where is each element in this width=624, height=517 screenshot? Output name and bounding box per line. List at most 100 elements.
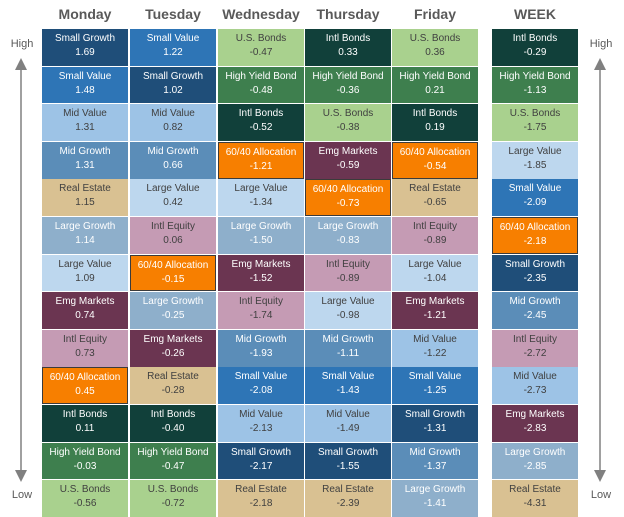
asset-cell: Small Growth -1.55 [305, 442, 391, 480]
asset-cell: Mid Growth -1.11 [305, 329, 391, 367]
asset-cell: Mid Growth 0.66 [130, 141, 216, 179]
asset-cell: Intl Bonds 0.19 [392, 104, 478, 141]
asset-name: Mid Growth [59, 145, 111, 157]
asset-cell: U.S. Bonds -0.56 [42, 480, 128, 517]
asset-return-value: -0.03 [73, 460, 97, 472]
left-low-label: Low [11, 489, 33, 501]
asset-return-value: -0.98 [336, 310, 360, 322]
asset-name: Mid Growth [235, 333, 287, 345]
asset-return-value: -2.18 [523, 236, 547, 247]
asset-cell: Intl Bonds -0.29 [492, 29, 578, 66]
asset-return-value: 0.74 [75, 310, 95, 322]
asset-name: Small Value [146, 33, 200, 44]
asset-return-value: 0.33 [338, 47, 358, 58]
asset-return-value: -1.41 [423, 498, 447, 510]
column-header-wednesday: Wednesday [222, 6, 300, 22]
asset-name: Small Growth [230, 446, 291, 458]
asset-cell: Mid Growth -1.93 [218, 329, 304, 367]
asset-cell: Intl Bonds 0.33 [305, 29, 391, 66]
asset-name: Intl Bonds [512, 33, 558, 44]
asset-return-value: -1.22 [423, 347, 447, 359]
asset-return-value: -0.29 [523, 47, 547, 58]
asset-cell: Mid Value -2.73 [492, 367, 578, 405]
right-low-label: Low [590, 489, 612, 501]
asset-name: 60/40 Allocation [49, 372, 121, 384]
asset-cell: Intl Bonds 0.11 [42, 405, 128, 442]
asset-cell: Mid Growth -2.45 [492, 292, 578, 329]
asset-cell: Emg Markets -0.26 [130, 329, 216, 367]
asset-cell: Mid Value -2.13 [218, 405, 304, 442]
asset-return-value: -1.21 [249, 160, 273, 172]
asset-cell: Large Growth -0.25 [130, 292, 216, 329]
asset-cell: Large Value -0.98 [305, 292, 391, 329]
asset-cell: Intl Equity -2.72 [492, 329, 578, 367]
asset-name: Intl Bonds [325, 33, 371, 44]
asset-return-value: -0.65 [423, 197, 447, 209]
asset-cell: Small Growth -2.17 [218, 442, 304, 480]
asset-name: U.S. Bonds [147, 484, 199, 496]
asset-cell: Large Growth -2.85 [492, 442, 578, 480]
asset-cell: U.S. Bonds -0.72 [130, 480, 216, 517]
asset-return-value: -0.40 [161, 423, 185, 434]
asset-return-value: -0.52 [249, 122, 273, 134]
asset-return-value: -2.85 [523, 460, 547, 472]
asset-return-value: -2.08 [249, 385, 273, 397]
asset-name: High Yield Bond [49, 446, 121, 458]
asset-name: 60/40 Allocation [399, 146, 471, 158]
asset-cell: Intl Equity -0.89 [392, 217, 478, 254]
asset-cell: U.S. Bonds 0.36 [392, 29, 478, 66]
asset-name: Small Growth [504, 258, 565, 270]
asset-cell: Small Growth -2.35 [492, 254, 578, 292]
asset-name: Small Growth [142, 70, 203, 82]
asset-name: Real Estate [322, 484, 374, 496]
asset-return-value: 0.06 [163, 235, 183, 246]
asset-return-value: -1.55 [336, 460, 360, 472]
asset-name: U.S. Bonds [59, 484, 111, 496]
asset-name: Small Value [58, 70, 112, 82]
asset-cell: Large Growth 1.14 [42, 217, 128, 254]
asset-cell: High Yield Bond -0.03 [42, 442, 128, 480]
asset-name: U.S. Bonds [509, 108, 561, 120]
asset-cell: Small Value -1.25 [392, 367, 478, 405]
asset-name: Mid Value [326, 409, 370, 420]
asset-cell: Small Growth 1.02 [130, 66, 216, 104]
asset-cell: Emg Markets 0.74 [42, 292, 128, 329]
asset-cell: Large Value -1.34 [218, 179, 304, 217]
asset-cell: U.S. Bonds -1.75 [492, 104, 578, 141]
asset-return-value: -0.89 [423, 235, 447, 246]
asset-name: Emg Markets [318, 145, 378, 157]
asset-name: Mid Growth [409, 446, 461, 458]
asset-cell: Small Value -2.09 [492, 179, 578, 217]
asset-return-value: -0.26 [161, 347, 185, 359]
asset-name: Intl Equity [239, 296, 283, 308]
asset-cell: Small Value -1.43 [305, 367, 391, 405]
asset-cell: Large Growth -1.41 [392, 480, 478, 517]
asset-cell: 60/40 Allocation -0.73 [305, 179, 391, 217]
asset-name: Real Estate [235, 484, 287, 496]
asset-return-value: -0.15 [161, 273, 185, 285]
asset-name: Large Growth [504, 446, 566, 458]
asset-return-value: -2.17 [249, 460, 273, 472]
asset-return-value: -1.21 [423, 310, 447, 322]
asset-return-value: -0.54 [423, 160, 447, 172]
column-header-week: WEEK [514, 6, 556, 22]
asset-cell: Mid Value -1.49 [305, 405, 391, 442]
asset-cell: High Yield Bond 0.21 [392, 66, 478, 104]
asset-return-value: -0.56 [73, 498, 97, 510]
asset-cell: Real Estate -2.18 [218, 480, 304, 517]
asset-return-value: 0.45 [75, 386, 95, 398]
asset-return-value: -0.83 [336, 235, 360, 246]
asset-name: Intl Equity [513, 333, 557, 345]
asset-return-value: 1.48 [75, 84, 95, 96]
asset-name: Mid Growth [509, 296, 561, 308]
asset-name: Large Growth [230, 221, 292, 232]
asset-name: 60/40 Allocation [225, 146, 297, 158]
asset-return-value: 1.69 [75, 47, 95, 58]
asset-cell: Real Estate 1.15 [42, 179, 128, 217]
asset-cell: Emg Markets -0.59 [305, 141, 391, 179]
asset-name: Intl Bonds [62, 409, 108, 420]
asset-cell: Small Value 1.48 [42, 66, 128, 104]
asset-name: 60/40 Allocation [137, 259, 209, 271]
asset-name: Intl Equity [326, 258, 370, 270]
